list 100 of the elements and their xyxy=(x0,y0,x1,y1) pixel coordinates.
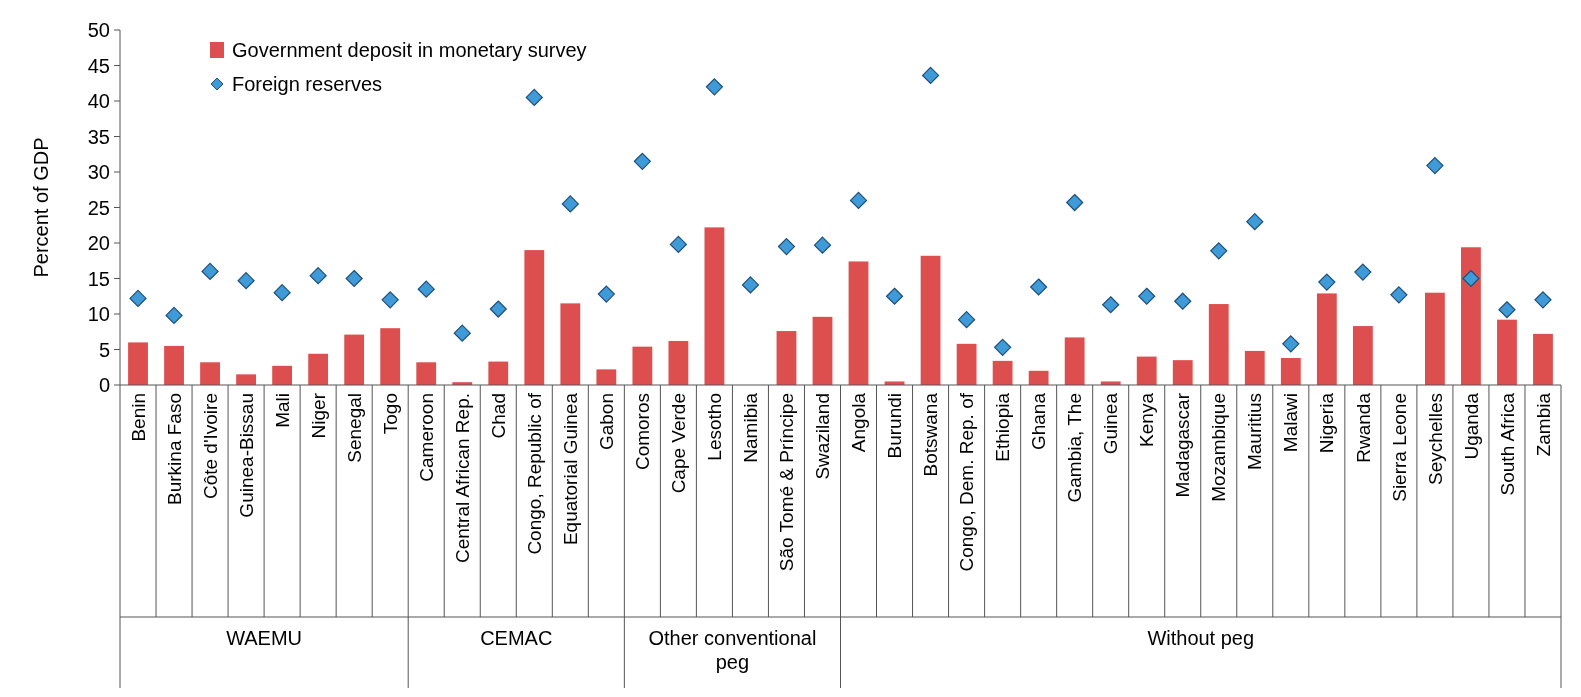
x-tick-label: Namibia xyxy=(740,392,762,463)
point xyxy=(1390,286,1408,304)
bar xyxy=(776,331,797,385)
point xyxy=(1534,291,1552,309)
x-tick-label: Sierra Leone xyxy=(1388,393,1410,502)
x-tick-label: São Tomé & Príncipe xyxy=(776,393,798,572)
bar xyxy=(524,250,545,385)
x-tick-label: Togo xyxy=(379,393,401,435)
x-tick-label: Senegal xyxy=(343,393,365,463)
point xyxy=(1426,157,1444,175)
x-tick-label: Côte d'Ivoire xyxy=(199,393,221,500)
bar xyxy=(1461,247,1481,385)
x-tick-label: Zambia xyxy=(1532,392,1554,457)
point xyxy=(885,287,904,305)
point xyxy=(1462,269,1480,288)
bar xyxy=(956,343,977,385)
legend-label: Foreign reserves xyxy=(232,73,383,95)
x-tick-label: Guinea xyxy=(1100,392,1122,455)
bar xyxy=(596,369,617,385)
point xyxy=(201,262,219,280)
y-tick-label: 5 xyxy=(98,338,110,361)
bar xyxy=(128,342,148,385)
x-tick-label: Uganda xyxy=(1460,392,1482,460)
y-tick-label: 40 xyxy=(87,90,110,112)
y-tick-label: 35 xyxy=(87,125,110,148)
bar xyxy=(1316,293,1337,385)
x-tick-label: Ethiopia xyxy=(992,392,1014,462)
legend-label: Government deposit in monetary survey xyxy=(232,39,587,61)
x-tick-label: Ghana xyxy=(1028,392,1050,451)
bar xyxy=(1497,319,1517,385)
bar xyxy=(1208,304,1229,385)
point xyxy=(1282,335,1300,353)
point xyxy=(381,291,399,309)
point xyxy=(1066,193,1084,212)
bar xyxy=(920,255,941,385)
x-tick-label: Angola xyxy=(848,392,870,453)
x-tick-label: Seychelles xyxy=(1424,393,1446,485)
x-tick-label: Mali xyxy=(271,393,293,428)
x-tick-label: Central African Rep. xyxy=(451,393,473,564)
bar xyxy=(416,362,437,385)
x-tick-label: Swaziland xyxy=(812,393,834,480)
text: Without peg xyxy=(1147,627,1255,649)
y-axis-title: Percent of GDP xyxy=(30,137,52,278)
x-tick-label: Rwanda xyxy=(1352,392,1374,463)
x-tick-label: Gabon xyxy=(595,393,617,451)
bar xyxy=(380,328,401,385)
point xyxy=(453,324,471,342)
point xyxy=(1138,287,1156,305)
y-tick-label: 20 xyxy=(87,232,110,254)
x-tick-label: Equatorial Guinea xyxy=(559,392,581,546)
bar xyxy=(488,361,509,385)
point xyxy=(1246,213,1264,231)
x-tick-label: Burundi xyxy=(884,393,906,459)
bar xyxy=(344,334,365,385)
point xyxy=(237,272,255,290)
y-tick-label: 45 xyxy=(87,54,110,77)
bar xyxy=(992,360,1013,385)
text: WAEMU xyxy=(226,627,303,649)
bar xyxy=(308,353,329,385)
bar xyxy=(1064,337,1085,385)
x-tick-label: Malawi xyxy=(1280,393,1302,453)
point xyxy=(957,311,976,329)
point xyxy=(489,300,507,318)
point xyxy=(1498,301,1516,319)
point xyxy=(129,289,147,307)
bar xyxy=(1172,360,1193,385)
bar xyxy=(848,261,869,385)
bar xyxy=(1280,358,1301,385)
bar xyxy=(812,316,833,385)
point xyxy=(273,284,291,302)
bar xyxy=(560,303,581,385)
bar xyxy=(272,365,293,385)
bar xyxy=(200,362,220,385)
point xyxy=(165,306,183,325)
point xyxy=(813,236,832,254)
x-tick-label: Congo, Republic of xyxy=(523,392,545,555)
bar xyxy=(704,227,725,385)
bar xyxy=(632,346,653,385)
x-tick-label: Madagascar xyxy=(1172,392,1194,498)
bar xyxy=(1425,292,1445,385)
y-tick-label: 0 xyxy=(98,374,110,396)
point xyxy=(705,78,724,96)
x-tick-label: Guinea-Bissau xyxy=(235,393,257,518)
x-tick-label: Nigeria xyxy=(1316,392,1338,454)
point xyxy=(417,280,435,298)
y-tick-label: 25 xyxy=(87,196,110,219)
bar xyxy=(164,345,184,385)
point xyxy=(597,285,615,303)
y-tick-label: 10 xyxy=(87,303,110,325)
y-tick-label: 50 xyxy=(87,19,110,41)
point xyxy=(994,338,1012,356)
point xyxy=(309,267,327,285)
x-tick-label: Kenya xyxy=(1136,392,1158,447)
x-tick-label: Niger xyxy=(307,392,329,439)
point xyxy=(669,235,687,254)
x-tick-label: Botswana xyxy=(920,392,942,477)
point xyxy=(1030,278,1048,296)
x-tick-label: Cameroon xyxy=(415,393,437,482)
y-tick-label: 15 xyxy=(87,267,110,290)
bar xyxy=(668,340,689,385)
